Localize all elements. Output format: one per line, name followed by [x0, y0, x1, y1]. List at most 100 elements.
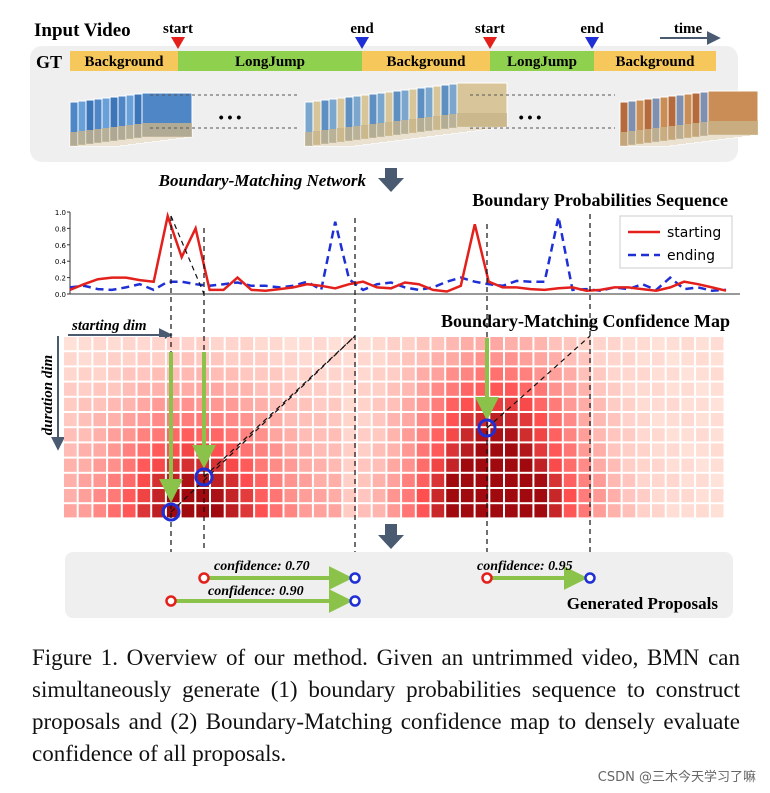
- heatmap-cell: [549, 428, 562, 442]
- heatmap-cell: [240, 352, 254, 366]
- heatmap-cell: [578, 443, 592, 457]
- heatmap-cell: [505, 382, 518, 396]
- heatmap-cell: [505, 443, 518, 457]
- heatmap-cell: [181, 458, 195, 472]
- heatmap-cell: [402, 458, 415, 472]
- heatmap-cell: [137, 458, 151, 472]
- heatmap-cell: [211, 352, 224, 366]
- heatmap-cell: [519, 504, 533, 518]
- heatmap-cell: [431, 443, 445, 457]
- heatmap-cell: [637, 489, 650, 503]
- heatmap-cell: [269, 428, 283, 442]
- gt-segment-label: Background: [616, 54, 696, 70]
- heatmap-cell: [122, 352, 136, 366]
- heatmap-cell: [593, 367, 606, 381]
- heatmap-cell: [534, 458, 548, 472]
- heatmap-cell: [652, 489, 665, 503]
- heatmap-cell: [607, 397, 621, 411]
- heatmap-cell: [269, 337, 283, 351]
- heatmap-cell: [563, 458, 577, 472]
- heatmap-cell: [593, 504, 606, 518]
- heatmap-cell: [240, 382, 254, 396]
- heatmap-cell: [152, 337, 165, 351]
- heatmap-cell: [637, 367, 650, 381]
- heatmap-cell: [166, 352, 180, 366]
- heatmap-cell: [593, 428, 606, 442]
- heatmap-cell: [431, 458, 445, 472]
- heatmap-cell: [431, 352, 445, 366]
- heatmap-cell: [666, 489, 680, 503]
- heatmap-cell: [284, 489, 298, 503]
- heatmap-cell: [490, 337, 503, 351]
- heatmap-cell: [416, 443, 430, 457]
- gt-segment: [70, 51, 178, 71]
- heatmap-cell: [343, 397, 356, 411]
- heatmap-cell: [328, 443, 342, 457]
- series-starting-line: [69, 211, 727, 293]
- heatmap-cell: [108, 413, 121, 427]
- heatmap-cell: [64, 413, 77, 427]
- heatmap-cell: [490, 443, 503, 457]
- heatmap-cell: [519, 428, 533, 442]
- heatmap-cell: [490, 458, 503, 472]
- heatmap-cell: [93, 337, 107, 351]
- frame-stack: [619, 90, 759, 147]
- heatmap-cell: [78, 443, 92, 457]
- heatmap-cell: [225, 397, 239, 411]
- heatmap-cell: [622, 397, 636, 411]
- end-marker-icon: [355, 37, 369, 49]
- heatmap-cell: [652, 443, 665, 457]
- heatmap-cell: [593, 458, 606, 472]
- heatmap-cell: [460, 397, 474, 411]
- heatmap-cell: [358, 504, 371, 518]
- down-arrow-icon: [378, 168, 404, 192]
- heatmap-cell: [166, 413, 180, 427]
- heatmap-cell: [255, 352, 268, 366]
- heatmap-cell: [240, 337, 254, 351]
- heatmap-cell: [181, 428, 195, 442]
- heatmap-cell: [284, 443, 298, 457]
- heatmap-cell: [431, 489, 445, 503]
- heatmap-cell: [78, 428, 92, 442]
- heatmap-cell: [387, 458, 401, 472]
- heatmap-cell: [534, 473, 548, 487]
- heatmap-cell: [607, 489, 621, 503]
- heatmap-cell: [358, 382, 371, 396]
- heatmap-cell: [137, 397, 151, 411]
- heatmap-cell: [637, 413, 650, 427]
- heatmap-cell: [563, 443, 577, 457]
- heatmap-cell: [637, 397, 650, 411]
- heatmap-cell: [416, 367, 430, 381]
- heatmap-cell: [284, 337, 298, 351]
- heatmap-cell: [269, 352, 283, 366]
- heatmap-cell: [240, 443, 254, 457]
- heatmap-cell: [343, 352, 356, 366]
- heatmap-cell: [652, 458, 665, 472]
- heatmap-cell: [446, 367, 459, 381]
- heatmap-cell: [460, 458, 474, 472]
- heatmap-cell: [137, 367, 151, 381]
- heatmap-cell: [137, 352, 151, 366]
- heatmap-cell: [637, 428, 650, 442]
- heatmap-cell: [475, 458, 489, 472]
- heatmap-cell: [181, 413, 195, 427]
- heatmap-cell: [93, 473, 107, 487]
- heatmap-cell: [549, 397, 562, 411]
- heatmap-cell: [240, 428, 254, 442]
- heatmap-cell: [475, 443, 489, 457]
- heatmap-cell: [637, 458, 650, 472]
- gt-segment: [490, 51, 594, 71]
- heatmap-cell: [505, 473, 518, 487]
- duration-dim-label: duration dim: [40, 355, 56, 435]
- heatmap-cell: [269, 382, 283, 396]
- confidence-map: [64, 337, 724, 518]
- heatmap-cell: [622, 443, 636, 457]
- heatmap-cell: [108, 443, 121, 457]
- heatmap-cell: [563, 337, 577, 351]
- heatmap-cell: [460, 473, 474, 487]
- heatmap-cell: [211, 473, 224, 487]
- heatmap-cell: [196, 504, 209, 518]
- heatmap-cell: [196, 337, 209, 351]
- end-marker-icon: [585, 37, 599, 49]
- heatmap-cell: [549, 458, 562, 472]
